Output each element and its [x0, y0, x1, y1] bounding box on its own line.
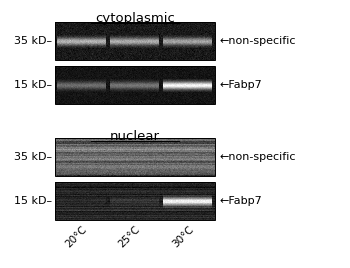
Text: ←non-specific: ←non-specific	[219, 152, 295, 162]
Text: 25°C: 25°C	[117, 224, 142, 249]
Text: ←Fabp7: ←Fabp7	[219, 196, 262, 206]
Text: cytoplasmic: cytoplasmic	[95, 12, 175, 25]
Text: ←non-specific: ←non-specific	[219, 36, 295, 46]
Bar	[55, 138, 215, 176]
Bar	[55, 22, 215, 60]
Text: nuclear: nuclear	[110, 130, 160, 143]
Text: 15 kD–: 15 kD–	[14, 80, 52, 90]
Bar	[55, 66, 215, 104]
Text: 35 kD–: 35 kD–	[14, 36, 52, 46]
Text: 15 kD–: 15 kD–	[14, 196, 52, 206]
Bar	[55, 182, 215, 220]
Text: ←Fabp7: ←Fabp7	[219, 80, 262, 90]
Text: 30°C: 30°C	[170, 224, 195, 249]
Text: 20°C: 20°C	[63, 224, 89, 249]
Text: 35 kD–: 35 kD–	[14, 152, 52, 162]
